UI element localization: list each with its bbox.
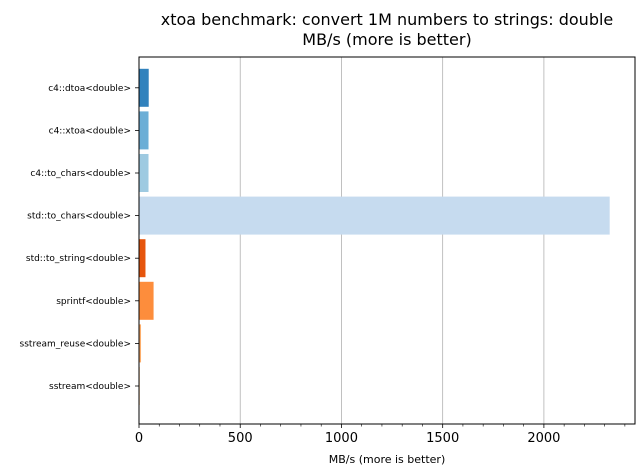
y-tick-label: sprintf<double>	[56, 297, 131, 307]
x-tick-labels: 0 500 1000 1500 2000	[135, 424, 626, 446]
x-tick-label: 0	[135, 431, 143, 446]
y-tick-label: c4::xtoa<double>	[49, 126, 131, 136]
x-tick-label: 1500	[426, 431, 459, 446]
x-axis-label: MB/s (more is better)	[329, 453, 446, 466]
plot-frame	[138, 56, 636, 425]
y-tick-label: c4::to_chars<double>	[30, 169, 131, 179]
bar-0	[139, 68, 149, 107]
bar-3	[139, 196, 610, 235]
y-tick-label: sstream_reuse<double>	[20, 339, 131, 349]
chart-title-line-2: MB/s (more is better)	[302, 30, 471, 49]
x-gridlines	[239, 57, 545, 424]
bar-6	[139, 324, 142, 363]
x-tick-label: 1000	[325, 431, 358, 446]
bar-4	[139, 239, 146, 278]
bar-1	[139, 111, 149, 150]
y-tick-label: std::to_string<double>	[26, 254, 131, 264]
bar-2	[139, 154, 149, 192]
x-tick-label: 500	[228, 431, 253, 446]
chart-title-line-1: xtoa benchmark: convert 1M numbers to st…	[161, 10, 614, 29]
y-tick-label: sstream<double>	[49, 382, 131, 392]
y-tick-label: c4::dtoa<double>	[48, 84, 131, 94]
bars	[139, 68, 610, 405]
y-tick-label: std::to_chars<double>	[27, 212, 131, 222]
bar-5	[139, 281, 154, 320]
x-tick-label: 2000	[527, 431, 560, 446]
y-tick-labels: c4::dtoa<double>c4::xtoa<double>c4::to_c…	[20, 84, 139, 392]
